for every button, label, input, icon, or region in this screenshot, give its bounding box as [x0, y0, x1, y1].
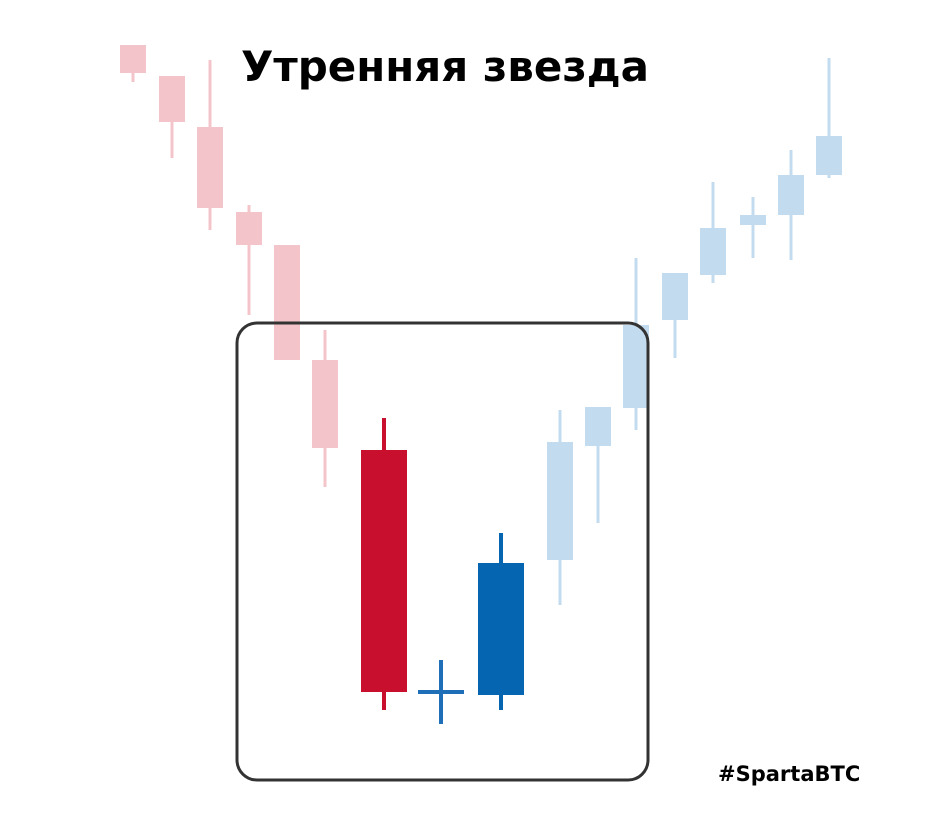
- candle-body: [778, 175, 804, 215]
- hashtag-watermark: #SpartaBTC: [718, 762, 861, 786]
- highlight-frame: [235, 321, 650, 782]
- candle-body: [478, 563, 524, 695]
- candle-body: [361, 450, 407, 692]
- candle-body: [700, 228, 726, 275]
- candle-body: [236, 212, 262, 245]
- candle-body: [585, 407, 611, 446]
- candle-body: [274, 245, 300, 360]
- candle-body: [547, 442, 573, 560]
- page-title: Утренняя звезда: [240, 42, 649, 91]
- candle-body: [159, 76, 185, 122]
- candle-body: [662, 273, 688, 320]
- candle-body: [740, 215, 766, 225]
- candle-body: [816, 136, 842, 175]
- candle-body: [623, 325, 649, 408]
- candle-body: [197, 127, 223, 208]
- candle-body: [120, 45, 146, 73]
- candle-body: [312, 360, 338, 448]
